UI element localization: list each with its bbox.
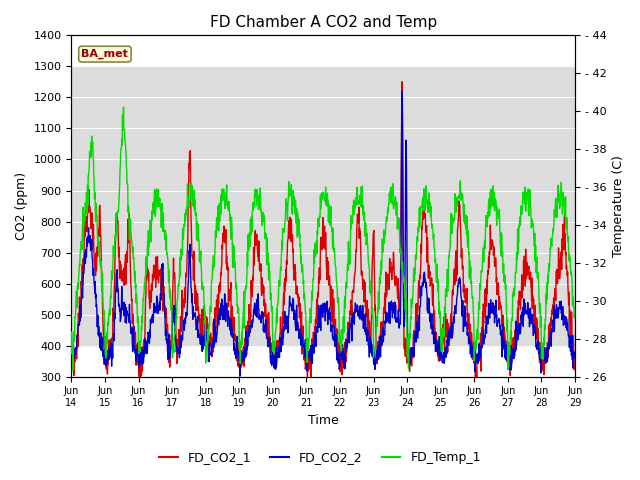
X-axis label: Time: Time (308, 414, 339, 427)
Y-axis label: Temperature (C): Temperature (C) (612, 155, 625, 257)
Legend: FD_CO2_1, FD_CO2_2, FD_Temp_1: FD_CO2_1, FD_CO2_2, FD_Temp_1 (154, 446, 486, 469)
Text: BA_met: BA_met (81, 49, 129, 59)
Bar (72, 66, 575, 346)
Title: FD Chamber A CO2 and Temp: FD Chamber A CO2 and Temp (209, 15, 437, 30)
Y-axis label: CO2 (ppm): CO2 (ppm) (15, 172, 28, 240)
